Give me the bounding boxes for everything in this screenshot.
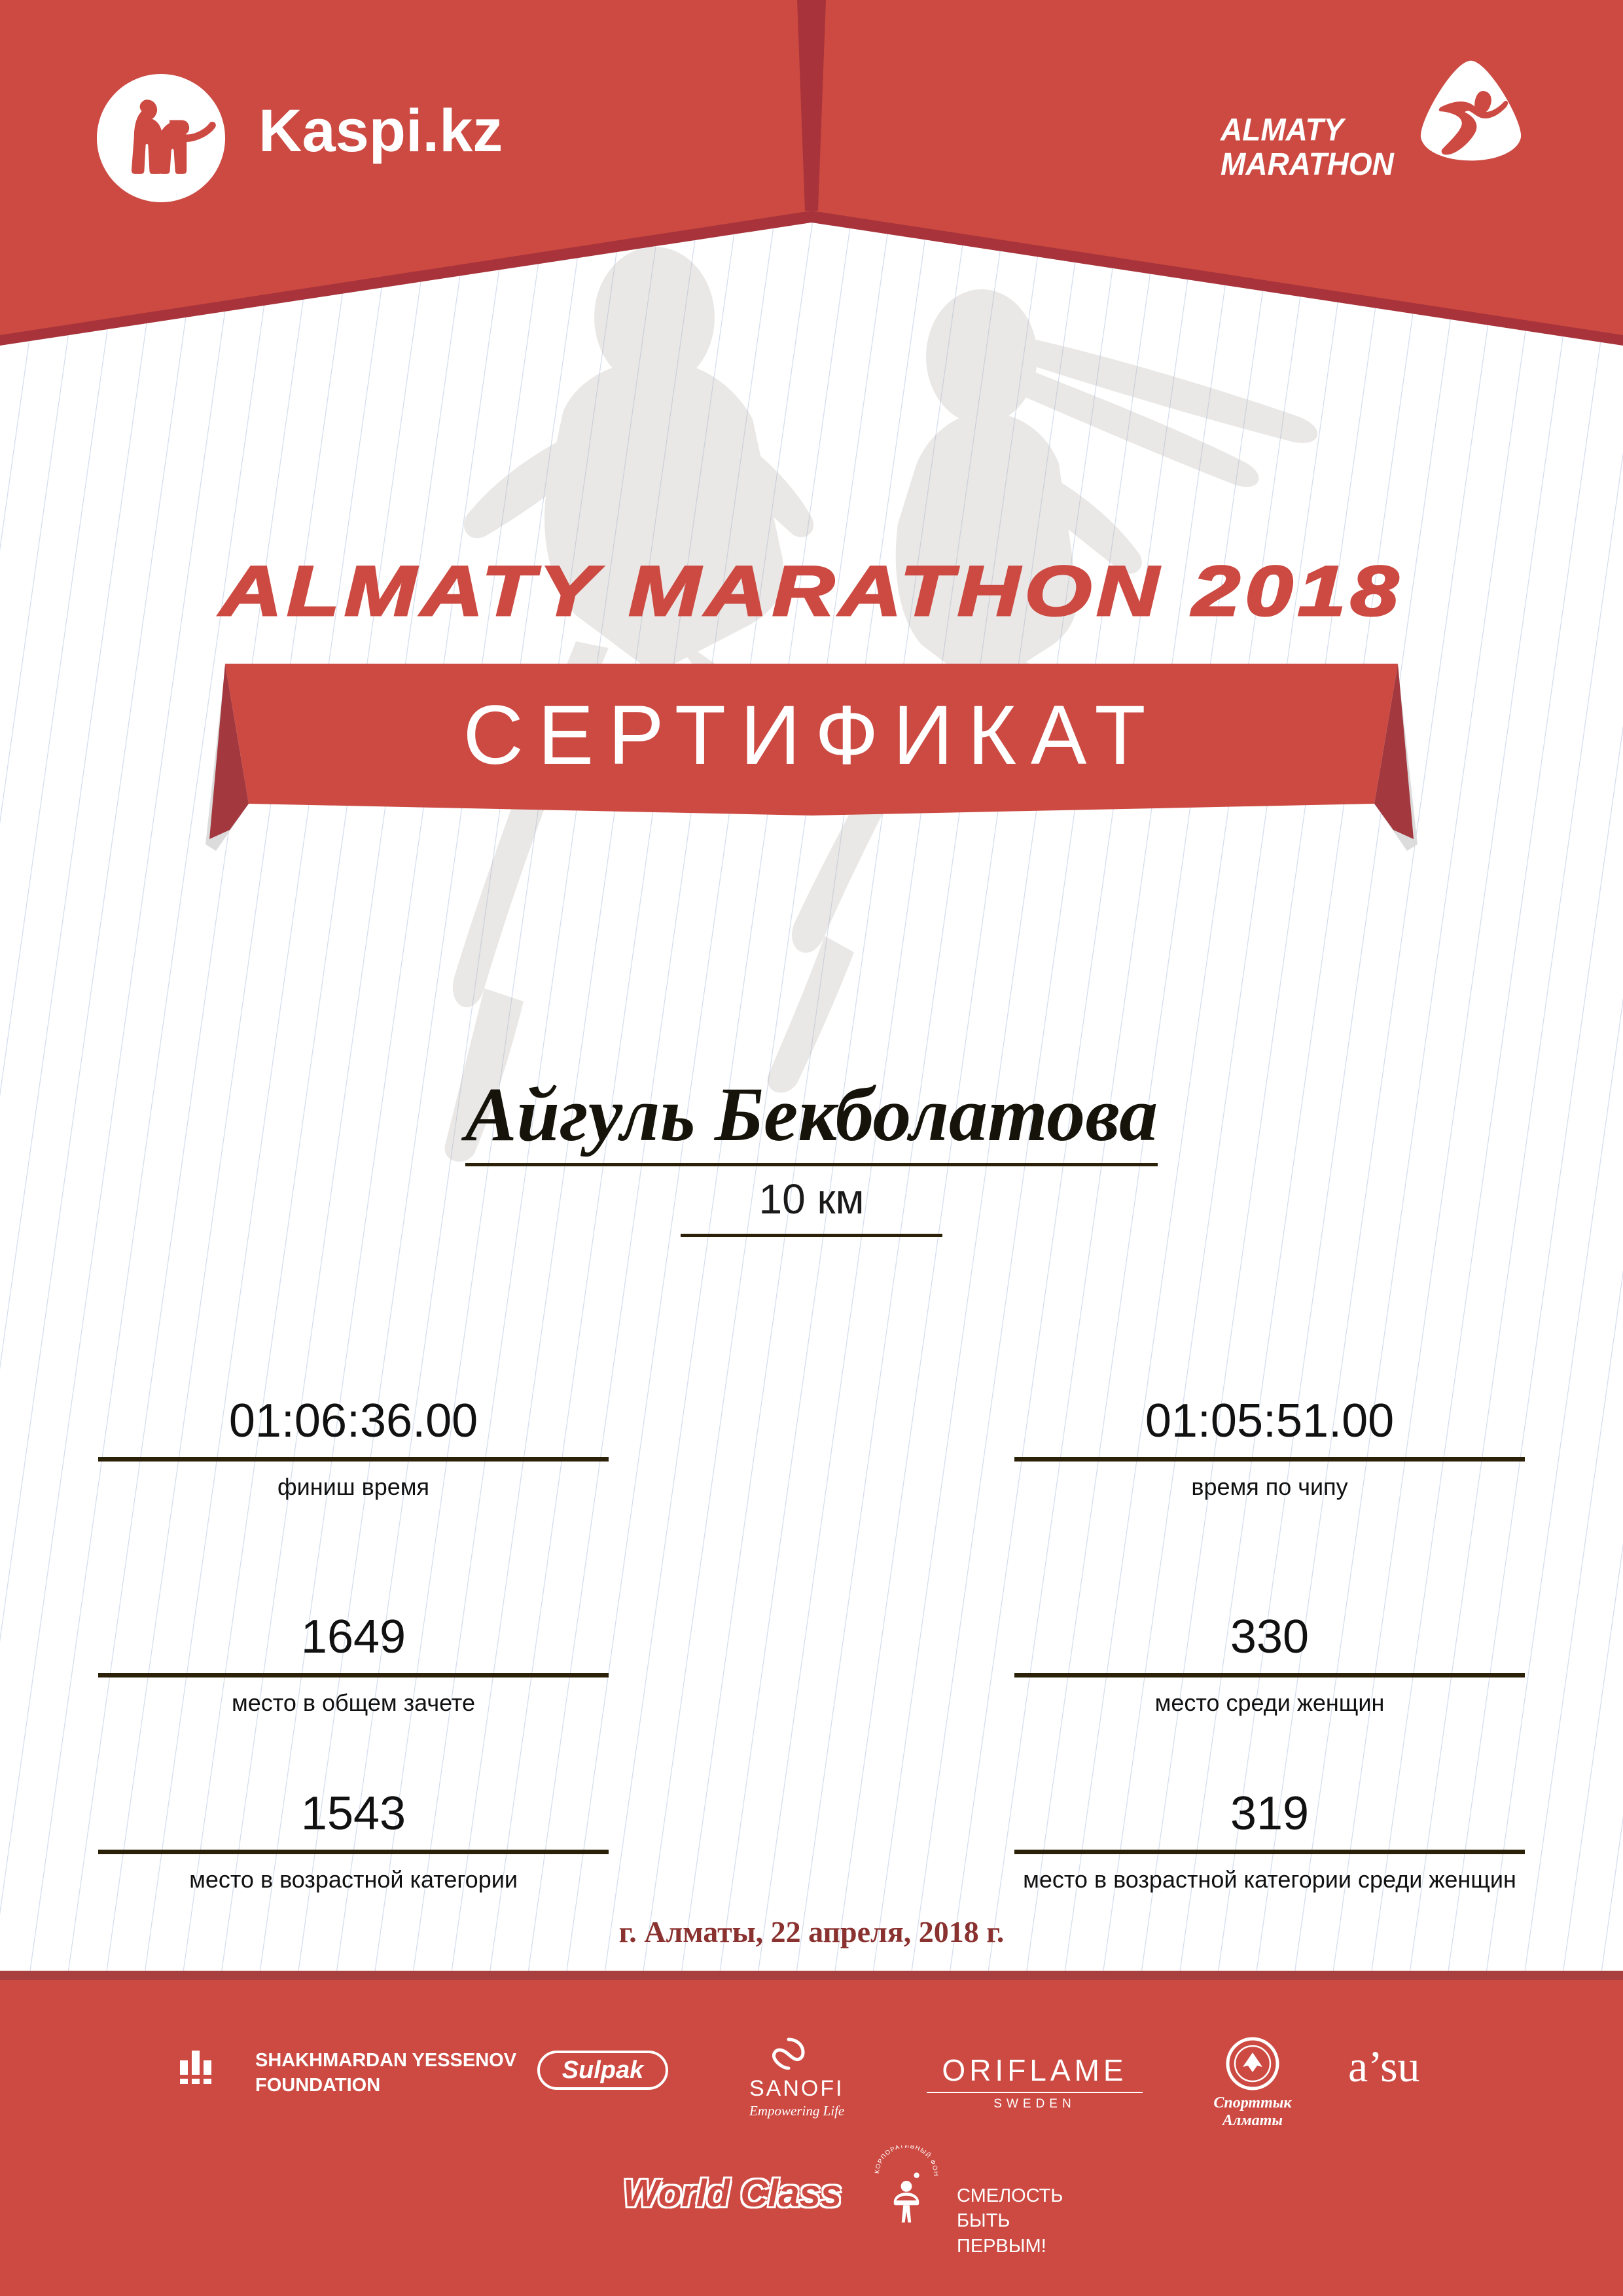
svg-text:КОРПОРАТИВНЫЙ ФОНД: КОРПОРАТИВНЫЙ ФОНД	[867, 2145, 939, 2177]
svg-text:Sulpak: Sulpak	[562, 2056, 645, 2084]
